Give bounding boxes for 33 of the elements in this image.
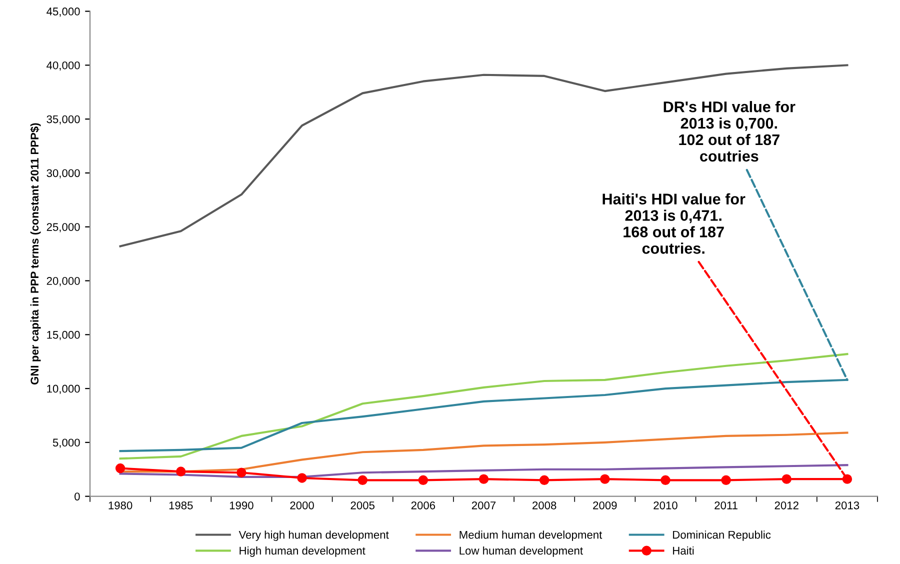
y-axis-title: GNI per capita in PPP terms (constant 2011 PPP$) — [30, 123, 41, 384]
legend-label: Medium human development — [460, 530, 602, 541]
y-tick-label: 10,000 — [47, 384, 80, 394]
y-tick-label: 15,000 — [47, 330, 80, 340]
y-tick-label: 20,000 — [46, 277, 80, 286]
annotation: Haiti's HDI value for 2013 is 0,471. 168 out of 187 coutries. — [602, 193, 746, 254]
x-tick-label: 1990 — [230, 501, 254, 510]
legend-label: Low human development — [460, 546, 583, 557]
y-tick-label: 5,000 — [52, 438, 80, 448]
x-tick-label: 1980 — [108, 501, 132, 510]
x-tick-label: 2012 — [774, 501, 798, 510]
y-tick-label: 35,000 — [46, 115, 80, 125]
legend-label: Dominican Republic — [673, 530, 771, 541]
x-tick-label: 2008 — [532, 501, 556, 510]
x-tick-label: 2006 — [411, 501, 436, 510]
y-tick-label: 30,000 — [46, 169, 80, 178]
x-tick-label: 2011 — [714, 501, 738, 510]
legend-label: Haiti — [673, 546, 694, 555]
y-tick-label: 0 — [74, 492, 80, 500]
x-tick-label: 2000 — [290, 501, 314, 510]
legend-label: Very high human development — [238, 530, 389, 541]
x-tick-label: 2009 — [593, 501, 617, 510]
legend-label: High human development — [240, 546, 366, 557]
x-tick-label: 2007 — [472, 501, 496, 510]
line-series — [119, 352, 848, 460]
y-tick-label: 40,000 — [46, 61, 80, 71]
y-tick-label: 45,000 — [46, 8, 80, 17]
x-tick-label: 2010 — [654, 501, 678, 510]
annotation: DR's HDI value for 2013 is 0,700. 102 out of 187 coutries — [664, 101, 796, 162]
x-tick-label: 1985 — [169, 501, 193, 510]
x-tick-label: 2013 — [835, 501, 860, 510]
x-tick-label: 2005 — [350, 501, 374, 510]
y-tick-label: 25,000 — [46, 223, 80, 232]
